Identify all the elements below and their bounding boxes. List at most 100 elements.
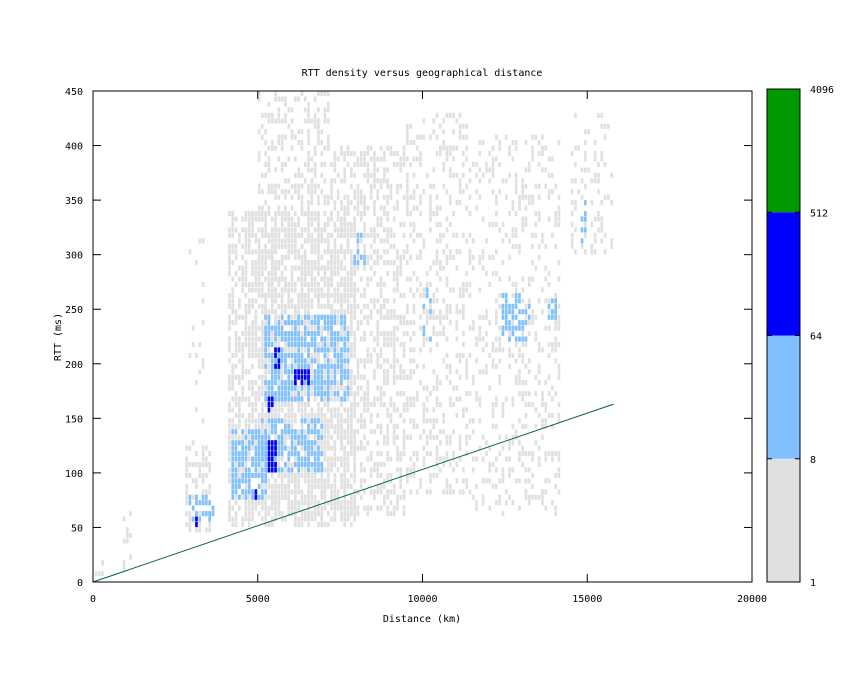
heatmap-cell bbox=[234, 440, 238, 446]
heatmap-cell bbox=[435, 221, 439, 227]
heatmap-cell bbox=[284, 205, 287, 211]
heatmap-cell bbox=[313, 396, 317, 402]
heatmap-cell bbox=[303, 249, 307, 255]
heatmap-cell bbox=[251, 298, 254, 304]
heatmap-cell bbox=[445, 478, 449, 484]
heatmap-cell bbox=[244, 489, 248, 495]
heatmap-cell bbox=[290, 391, 294, 397]
heatmap-cell bbox=[383, 374, 386, 380]
heatmap-cell bbox=[247, 511, 251, 517]
heatmap-cell bbox=[593, 238, 597, 244]
heatmap-cell bbox=[313, 456, 317, 462]
heatmap-cell bbox=[511, 227, 515, 233]
heatmap-cell bbox=[353, 205, 356, 211]
heatmap-cell bbox=[287, 211, 291, 217]
heatmap-cell bbox=[195, 380, 198, 386]
heatmap-cell bbox=[238, 505, 241, 511]
heatmap-cell bbox=[303, 429, 307, 435]
heatmap-cell bbox=[445, 303, 449, 309]
heatmap-cell bbox=[231, 429, 235, 435]
heatmap-cell bbox=[343, 347, 347, 353]
heatmap-cell bbox=[251, 216, 254, 222]
heatmap-cell bbox=[392, 243, 396, 249]
heatmap-cell bbox=[455, 478, 459, 484]
heatmap-cell bbox=[254, 402, 258, 408]
heatmap-cell bbox=[307, 352, 310, 358]
heatmap-cell bbox=[287, 489, 291, 495]
heatmap-cell bbox=[498, 380, 501, 386]
heatmap-cell bbox=[254, 331, 258, 337]
heatmap-cell bbox=[340, 500, 343, 506]
heatmap-cell bbox=[287, 336, 291, 342]
heatmap-cell bbox=[429, 194, 432, 200]
heatmap-cell bbox=[340, 440, 343, 446]
heatmap-cell bbox=[422, 243, 426, 249]
heatmap-cell bbox=[320, 434, 324, 440]
heatmap-cell bbox=[284, 227, 287, 233]
colorbar-segment bbox=[767, 212, 800, 336]
heatmap-cell bbox=[389, 183, 393, 189]
heatmap-cell bbox=[231, 505, 235, 511]
heatmap-cell bbox=[336, 172, 340, 178]
heatmap-cell bbox=[425, 418, 429, 424]
heatmap-cell bbox=[313, 243, 317, 249]
heatmap-cell bbox=[294, 516, 297, 522]
heatmap-cell bbox=[343, 342, 347, 348]
heatmap-cell bbox=[231, 227, 235, 233]
heatmap-cell bbox=[343, 516, 347, 522]
heatmap-cell bbox=[280, 303, 284, 309]
heatmap-cell bbox=[310, 320, 314, 326]
heatmap-cell bbox=[287, 189, 291, 195]
heatmap-cell bbox=[373, 489, 376, 495]
density-region bbox=[406, 112, 472, 495]
heatmap-cell bbox=[359, 396, 363, 402]
heatmap-cell bbox=[326, 467, 330, 473]
heatmap-cell bbox=[531, 456, 534, 462]
heatmap-cell bbox=[442, 462, 445, 468]
heatmap-cell bbox=[195, 478, 198, 484]
heatmap-cell bbox=[323, 445, 327, 451]
heatmap-cell bbox=[350, 418, 353, 424]
heatmap-cell bbox=[323, 358, 327, 364]
heatmap-cell bbox=[547, 156, 551, 162]
heatmap-cell bbox=[323, 336, 327, 342]
heatmap-cell bbox=[340, 483, 343, 489]
heatmap-cell bbox=[297, 472, 300, 478]
heatmap-cell bbox=[518, 418, 521, 424]
heatmap-cell bbox=[270, 391, 274, 397]
heatmap-cell bbox=[330, 183, 333, 189]
heatmap-cell bbox=[386, 456, 389, 462]
heatmap-cell bbox=[264, 325, 267, 331]
heatmap-cell bbox=[264, 456, 267, 462]
heatmap-cell bbox=[333, 298, 337, 304]
heatmap-cell bbox=[234, 309, 238, 315]
heatmap-cell bbox=[350, 183, 353, 189]
heatmap-cell bbox=[376, 167, 380, 173]
heatmap-cell bbox=[537, 254, 541, 260]
heatmap-cell bbox=[234, 249, 238, 255]
heatmap-cell bbox=[379, 205, 383, 211]
heatmap-cell bbox=[448, 167, 452, 173]
heatmap-cell bbox=[238, 232, 241, 238]
heatmap-cell bbox=[584, 216, 587, 222]
heatmap-cell bbox=[320, 440, 324, 446]
heatmap-cell bbox=[323, 385, 327, 391]
heatmap-cell bbox=[402, 369, 406, 375]
heatmap-cell bbox=[346, 369, 350, 375]
heatmap-cell bbox=[336, 347, 340, 353]
heatmap-cell bbox=[267, 396, 271, 402]
heatmap-cell bbox=[195, 494, 198, 500]
heatmap-cell bbox=[379, 391, 383, 397]
heatmap-cell bbox=[379, 462, 383, 468]
heatmap-cell bbox=[383, 249, 386, 255]
heatmap-cell bbox=[587, 167, 590, 173]
heatmap-cell bbox=[326, 352, 330, 358]
heatmap-cell bbox=[485, 342, 488, 348]
heatmap-cell bbox=[284, 429, 287, 435]
heatmap-cell bbox=[310, 516, 314, 522]
heatmap-cell bbox=[343, 369, 347, 375]
heatmap-cell bbox=[231, 276, 235, 282]
heatmap-cell bbox=[294, 472, 297, 478]
heatmap-cell bbox=[277, 363, 281, 369]
heatmap-cell bbox=[267, 118, 271, 124]
